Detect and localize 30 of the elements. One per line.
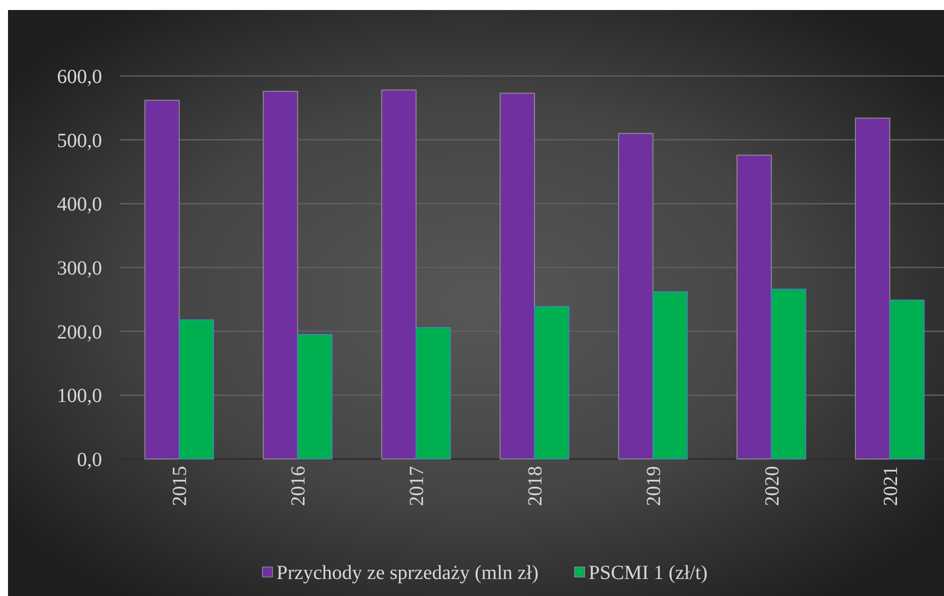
- legend-label: PSCMI 1 (zł/t): [588, 562, 708, 584]
- y-tick-label: 600,0: [57, 66, 102, 88]
- y-tick-label: 300,0: [57, 258, 102, 280]
- bar: [534, 306, 570, 460]
- bar: [500, 92, 535, 460]
- x-tick-label: 2018: [524, 466, 546, 506]
- bar: [736, 154, 772, 460]
- bar: [618, 132, 654, 460]
- bar: [652, 291, 688, 460]
- bar: [381, 90, 417, 460]
- y-tick-label: 200,0: [57, 321, 102, 344]
- legend-label: Przychody ze sprzedaży (mln zł): [276, 562, 539, 584]
- x-tick-label: 2020: [761, 466, 784, 506]
- y-tick-label: 500,0: [57, 130, 102, 152]
- bar: [297, 334, 332, 460]
- y-tick-label: 400,0: [57, 194, 102, 216]
- x-tick-label: 2017: [406, 466, 428, 506]
- x-tick-label: 2015: [169, 466, 192, 506]
- bar: [416, 327, 451, 460]
- bar: [854, 118, 890, 460]
- y-tick-label: 100,0: [57, 385, 102, 408]
- bar: [144, 100, 180, 460]
- x-tick-label: 2021: [880, 466, 902, 506]
- y-tick-label: 0,0: [77, 449, 102, 471]
- bar: [178, 319, 214, 460]
- x-tick-label: 2016: [288, 466, 310, 506]
- x-tick-label: 2019: [642, 466, 665, 506]
- bar: [889, 300, 925, 460]
- bar: [262, 90, 298, 460]
- bar: [770, 288, 806, 460]
